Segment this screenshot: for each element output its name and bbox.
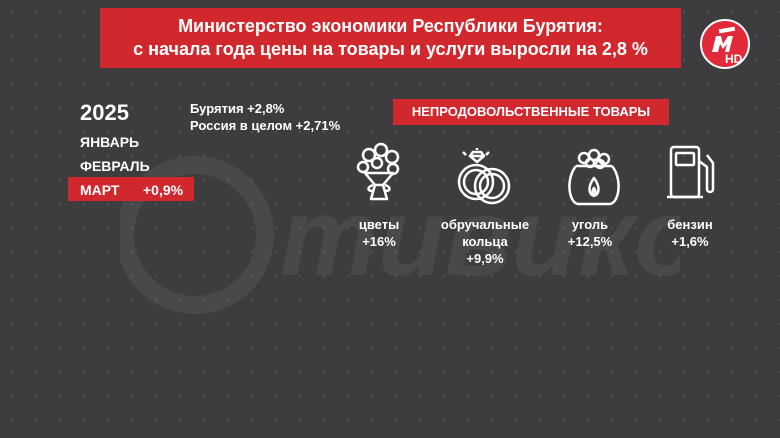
item-gasoline-value: +1,6% (671, 234, 709, 249)
item-flowers-name: цветы (358, 217, 400, 232)
item-rings-value: +9,9% (466, 251, 504, 266)
item-flowers: цветы +16% (319, 216, 439, 250)
stat-russia: Россия в целом +2,71% (190, 118, 341, 133)
fuel-pump-icon (667, 145, 715, 199)
flowers-icon (356, 142, 400, 201)
channel-logo (700, 19, 750, 69)
coal-bag-icon (568, 148, 620, 206)
logo-hd-label: HD (725, 52, 743, 66)
item-gasoline: бензин +1,6% (630, 216, 750, 250)
item-rings-name: обручальные кольца (440, 217, 530, 249)
rings-icon (457, 148, 511, 205)
item-coal: уголь +12,5% (530, 216, 650, 250)
month-march-label: МАРТ (80, 182, 120, 198)
month-february: ФЕВРАЛЬ (80, 158, 150, 174)
month-january: ЯНВАРЬ (80, 134, 140, 150)
headline-banner: Министерство экономики Республики Буряти… (100, 8, 681, 68)
headline-line-2: с начала года цены на товары и услуги вы… (133, 39, 648, 59)
month-march-highlight: МАРТ +0,9% (68, 177, 194, 201)
stat-buryatia: Бурятия +2,8% (190, 101, 285, 116)
item-flowers-value: +16% (362, 234, 396, 249)
category-badge: НЕПРОДОВОЛЬСТВЕННЫЕ ТОВАРЫ (393, 99, 669, 125)
item-rings: обручальные кольца +9,9% (425, 216, 545, 267)
month-march-value: +0,9% (143, 182, 184, 198)
headline-line-1: Министерство экономики Республики Буряти… (178, 16, 603, 36)
item-coal-name: уголь (571, 217, 609, 232)
item-coal-value: +12,5% (567, 234, 613, 249)
item-gasoline-name: бензин (667, 217, 713, 232)
year-label: 2025 (80, 100, 129, 125)
